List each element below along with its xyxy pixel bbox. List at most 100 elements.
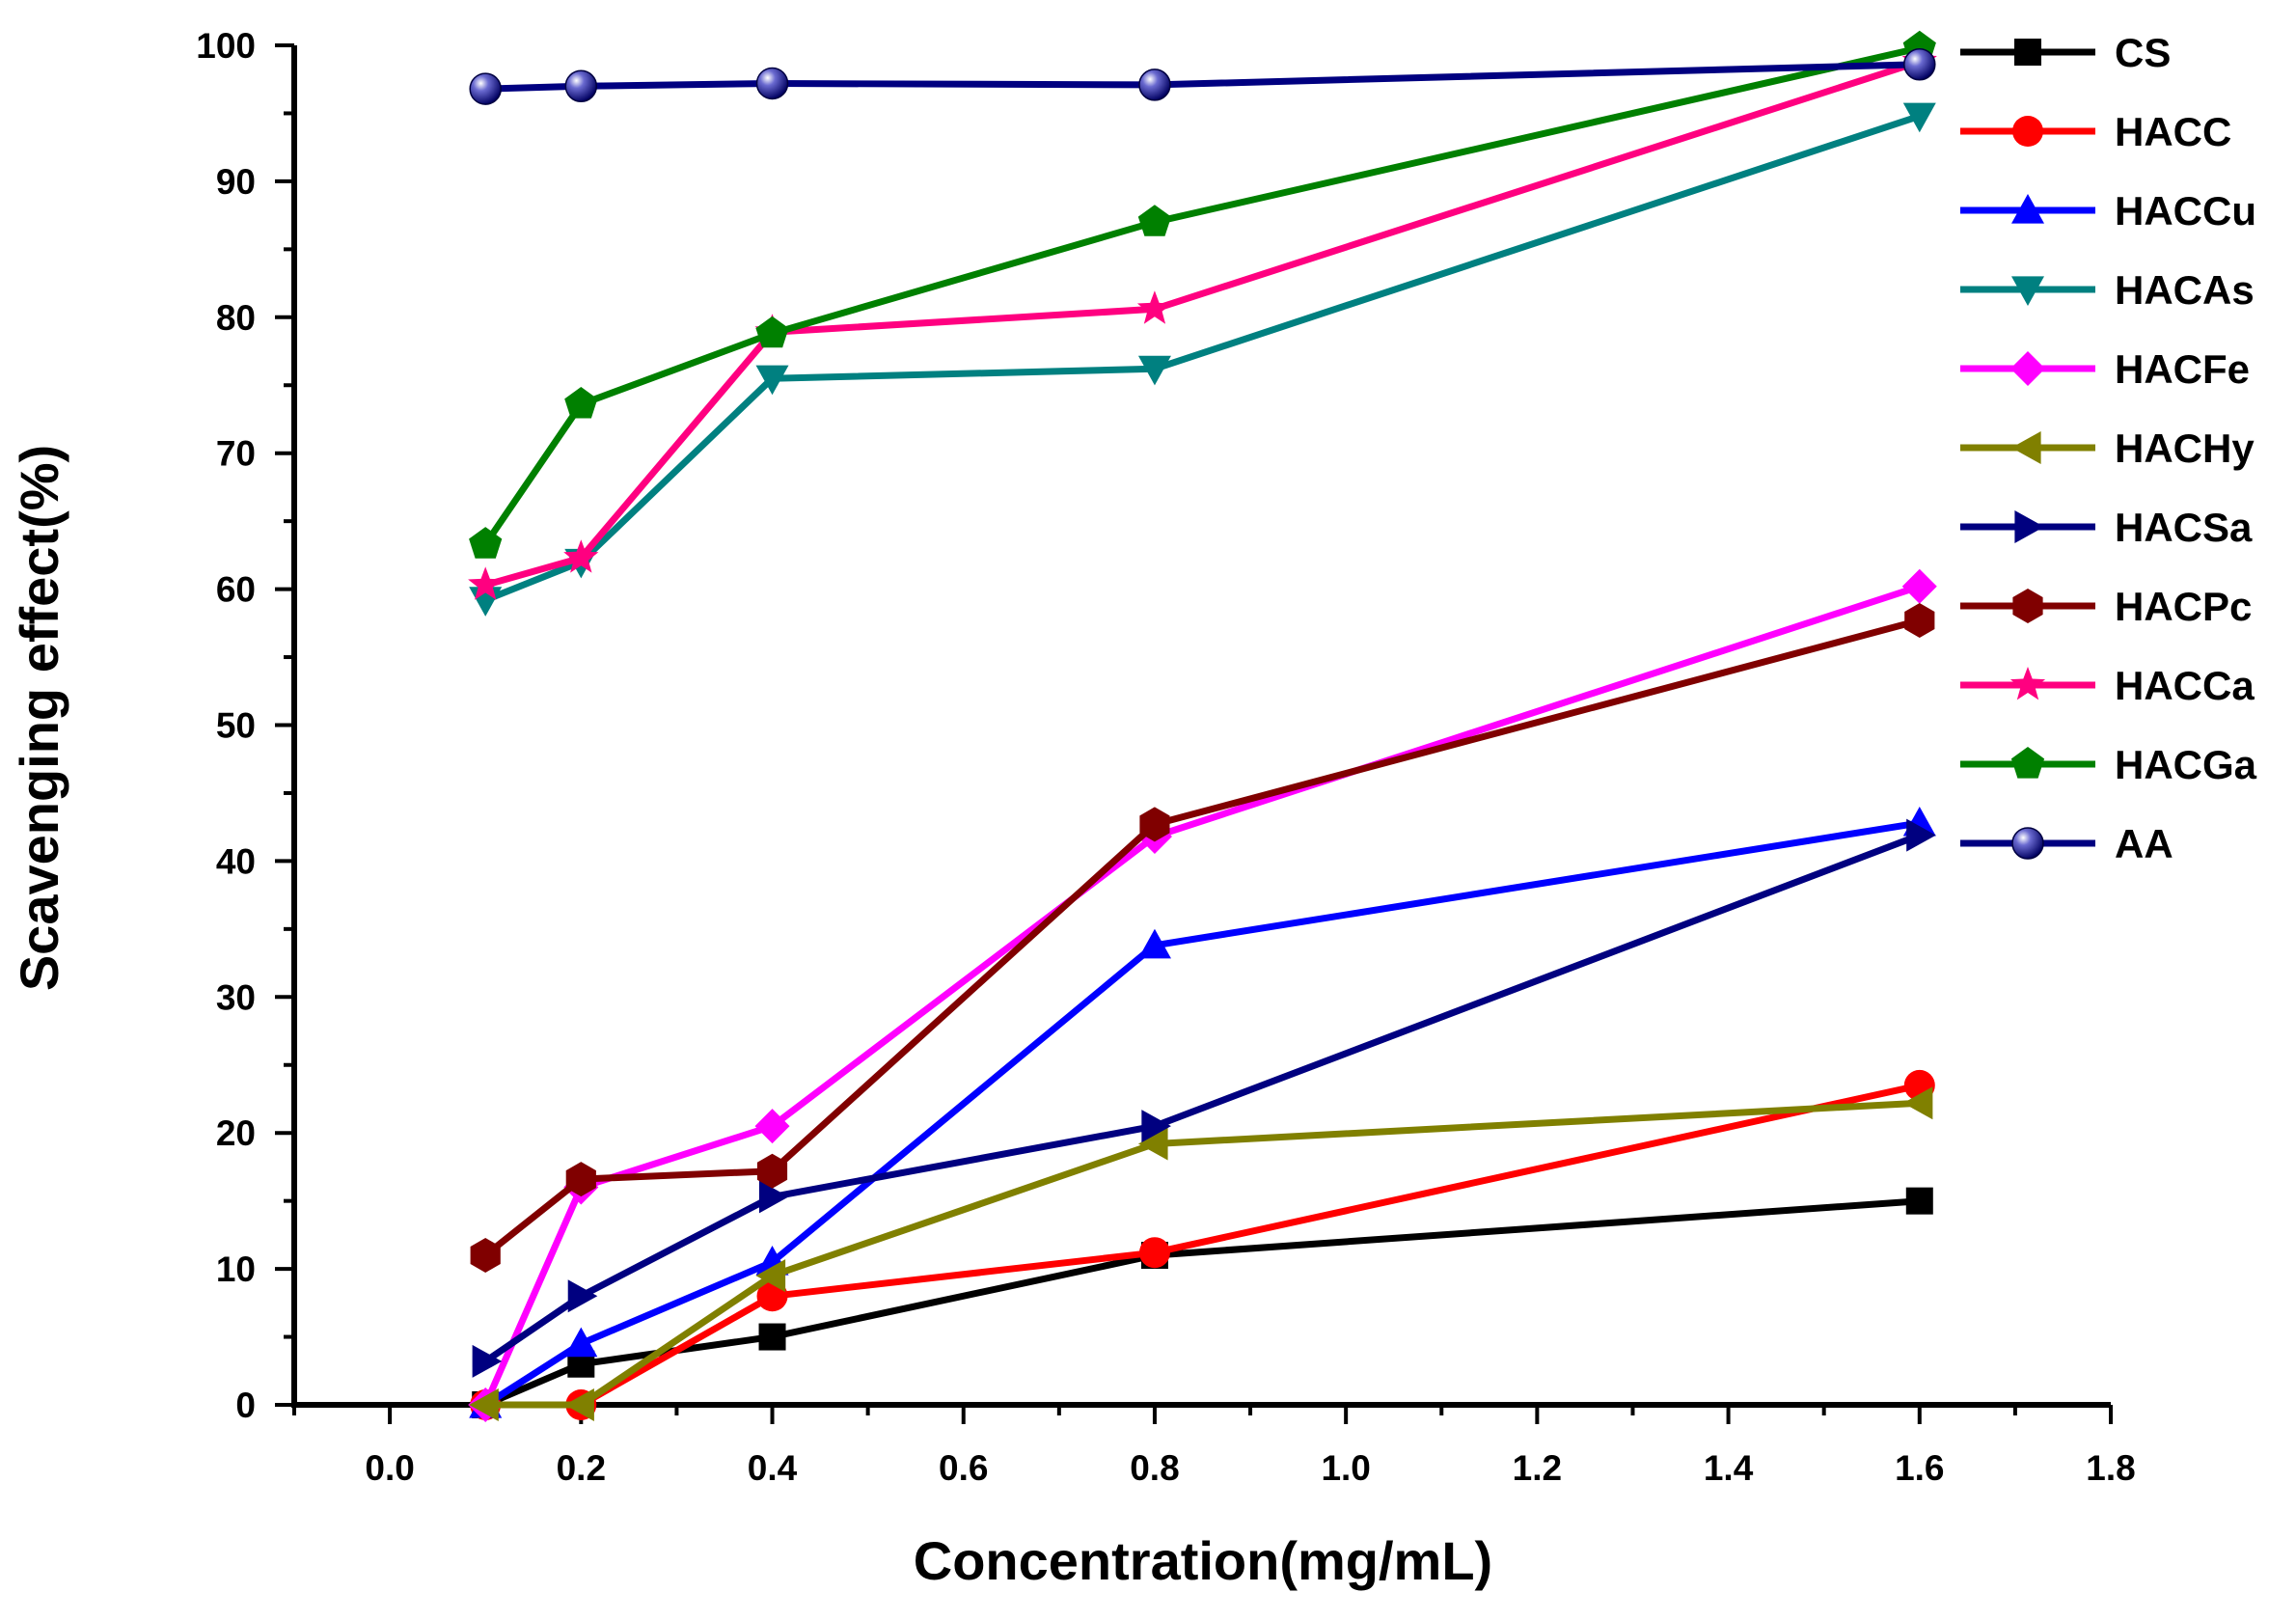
x-tick-label: 0.2 (557, 1448, 606, 1488)
legend-marker (2010, 351, 2045, 386)
series-hachy (469, 1086, 1933, 1421)
data-point (1903, 47, 1936, 81)
data-point (564, 69, 598, 103)
x-tick-label: 0.4 (748, 1448, 798, 1488)
legend-label: HACC (2115, 109, 2231, 154)
series-hacsa (472, 818, 1936, 1378)
data-point (1137, 205, 1172, 236)
data-point (1138, 69, 1171, 101)
data-point (1139, 807, 1170, 842)
data-point (758, 1323, 786, 1351)
data-point (469, 527, 503, 559)
legend-label: CS (2115, 30, 2171, 75)
series-hacpc (470, 603, 1935, 1273)
y-tick-label: 20 (216, 1113, 256, 1153)
legend-marker (2011, 194, 2044, 224)
y-tick-label: 50 (216, 706, 256, 746)
legend: CS HACC HACCu HACAs HACFe HACHy HACSa HACPc HACC… (1960, 30, 2257, 866)
x-tick-label: 1.2 (1513, 1448, 1562, 1488)
series-aa (469, 47, 1936, 105)
data-point (1137, 355, 1171, 386)
series-line (485, 1082, 1921, 1409)
data-point (755, 316, 789, 348)
y-tick-label: 100 (196, 26, 256, 66)
series-line (484, 58, 1921, 589)
data-point (470, 1238, 501, 1273)
data-point (469, 1388, 499, 1421)
series-line (483, 832, 1922, 1364)
data-point (472, 1344, 503, 1378)
y-tick-label: 30 (216, 977, 256, 1017)
legend-marker (2014, 510, 2044, 543)
data-point (1137, 928, 1171, 959)
x-tick-label: 0.8 (1130, 1448, 1179, 1488)
x-tick-label: 1.4 (1704, 1448, 1754, 1488)
legend-marker (2012, 116, 2043, 147)
data-point (564, 1327, 598, 1358)
data-point (469, 72, 502, 105)
data-point (563, 539, 599, 573)
data-point (1905, 1187, 1933, 1215)
legend-item: HACSa (1960, 505, 2253, 550)
data-point (564, 387, 598, 419)
legend-item: HACAs (1960, 267, 2255, 313)
x-tick-label: 0.0 (365, 1448, 414, 1488)
y-tick-label: 80 (216, 298, 256, 338)
legend-marker (2014, 39, 2041, 66)
y-tick-label: 60 (216, 570, 256, 610)
legend-label: HACGa (2115, 742, 2257, 787)
y-tick-label: 10 (216, 1249, 256, 1289)
legend-marker (2010, 747, 2045, 779)
data-point (1901, 568, 1937, 604)
data-point (468, 566, 504, 600)
legend-item: HACCa (1960, 663, 2255, 708)
legend-item: HACFe (1960, 346, 2250, 392)
legend-label: HACFe (2115, 346, 2250, 392)
data-point (565, 1162, 596, 1197)
data-point (756, 1153, 788, 1189)
legend-label: HACPc (2115, 584, 2252, 629)
y-tick-label: 70 (216, 434, 256, 474)
x-tick-label: 1.6 (1895, 1448, 1944, 1488)
axes: 0.0 0.2 0.4 0.6 0.8 1.0 1.2 1.4 1.6 1.8 0 10 20 30 40 5… (196, 26, 2135, 1488)
y-tick-label: 40 (216, 841, 256, 881)
series-line (481, 583, 1921, 1407)
y-axis-title: Scavenging effect(%) (9, 445, 69, 991)
legend-label: HACSa (2115, 505, 2253, 550)
legend-item: HACCu (1960, 188, 2256, 233)
legend-item: HACC (1960, 109, 2231, 154)
series-cs (472, 1187, 1933, 1418)
data-point (755, 67, 789, 100)
legend-item: CS (1960, 30, 2171, 75)
legend-marker (2011, 827, 2044, 860)
data-point (1902, 1086, 1933, 1120)
data-point (754, 1109, 790, 1144)
y-tick-label: 90 (216, 162, 256, 202)
legend-item: AA (1960, 821, 2173, 866)
legend-label: HACCu (2115, 188, 2256, 233)
data-point (564, 1388, 594, 1421)
legend-item: HACHy (1960, 426, 2255, 471)
x-tick-label: 1.8 (2086, 1448, 2135, 1488)
legend-marker (2011, 431, 2041, 464)
series-hacc (470, 1069, 1935, 1420)
data-point (755, 1259, 786, 1293)
data-point (1902, 102, 1936, 133)
data-point (567, 1279, 598, 1313)
legend-item: HACGa (1960, 742, 2257, 787)
data-point (758, 1180, 789, 1214)
legend-label: AA (2115, 821, 2173, 866)
x-tick-label: 0.6 (939, 1448, 988, 1488)
legend-label: HACHy (2115, 426, 2255, 471)
legend-marker (2009, 667, 2046, 700)
data-point (1904, 603, 1935, 638)
series-line (485, 61, 1920, 93)
data-point (1906, 818, 1936, 852)
series-hacca (468, 42, 1937, 600)
plot-area (468, 30, 1937, 1422)
legend-marker (2012, 589, 2043, 623)
x-tick-label: 1.0 (1321, 1448, 1370, 1488)
y-tick-label: 0 (235, 1386, 256, 1425)
data-point (1137, 1127, 1168, 1161)
